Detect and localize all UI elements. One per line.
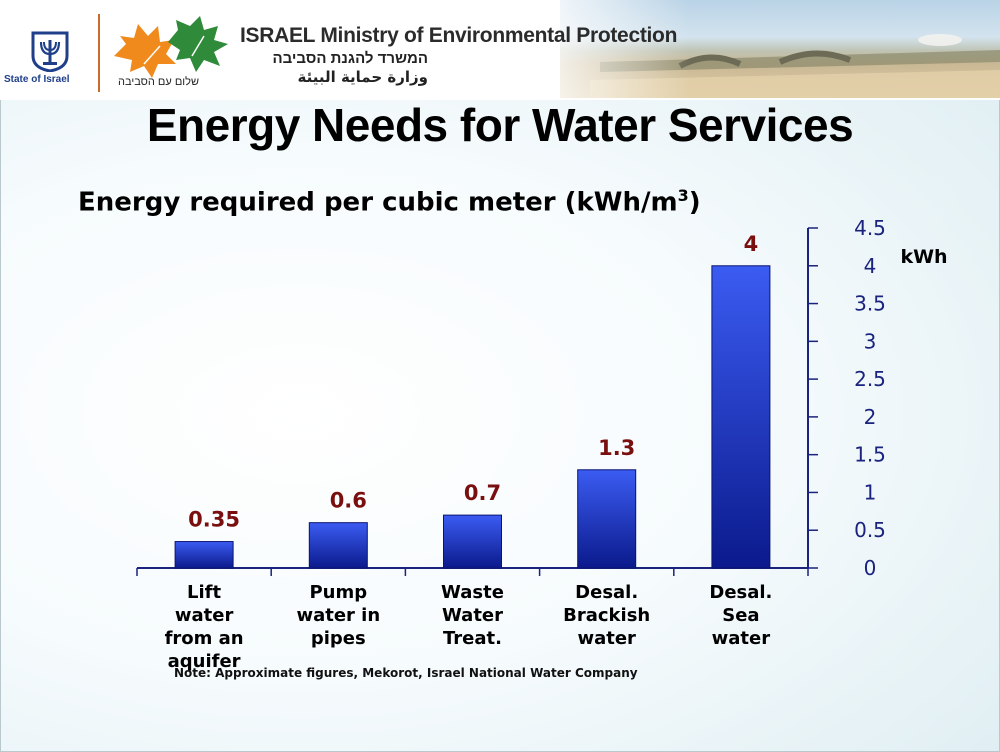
x-category-label-line: from an [165,628,244,649]
y-tick-label: 1.5 [854,443,886,467]
state-of-israel-label: State of Israel [4,74,70,85]
x-category-label-line: Treat. [443,628,502,649]
y-tick-label: 2.5 [854,367,886,391]
ministry-leaf-logo-icon [114,16,228,78]
bar-value-label: 0.6 [330,489,367,513]
x-category-label: Waste Water Treat. [441,582,504,649]
x-category-label-line: Brackish [563,605,650,626]
chart-subtitle-text: Energy required per cubic meter (kWh/m [78,187,678,218]
x-category-label-line: water [712,628,771,649]
bar-value-label: 1.3 [598,436,635,460]
x-category-label-line: aquifer [168,651,241,672]
x-category-label: Desal. Brackish water [563,582,650,649]
chart-subtitle-superscript: 3 [677,186,689,205]
x-category-label-line: water in [296,605,380,626]
x-category-label: Desal. Sea water [709,582,772,649]
x-category-label: Lift water from an aquifer [165,582,244,672]
y-tick-label: 2 [864,405,877,429]
bar-value-label: 0.7 [464,481,501,505]
chart-subtitle-end: ) [688,187,701,218]
header-divider [98,14,100,92]
y-tick-label: 0.5 [854,518,886,542]
x-category-label-line: Water [442,605,503,626]
x-category-label-line: water [175,605,234,626]
israel-emblem-icon [31,31,69,72]
chart-subtitle: Energy required per cubic meter (kWh/m3) [78,186,701,218]
header-banner: State of Israel שלום עם הסביבה ISRAEL Mi… [0,0,1000,100]
y-tick-label: 3 [864,329,877,353]
x-category-label-line: Sea [722,605,759,626]
beach-arch-graphic [590,34,1000,98]
y-tick-label: 4 [864,254,877,278]
slide-title: Energy Needs for Water Services [146,99,854,151]
bar [577,469,637,569]
x-category-label-line: Desal. [575,582,638,603]
x-category-label-line: pipes [311,628,366,649]
bar [308,522,368,569]
ministry-name-arabic: وزارة حماية البيئة [297,68,428,86]
bar-value-label: 0.35 [188,508,240,532]
y-tick-label: 4.5 [854,216,886,240]
x-category-label-line: Pump [309,582,367,603]
x-category-label-line: Waste [441,582,504,603]
y-tick-label: 3.5 [854,292,886,316]
y-tick-label: 0 [864,556,877,580]
ministry-name-english: ISRAEL Ministry of Environmental Protect… [240,24,678,47]
x-category-label-line: water [577,628,636,649]
ministry-name-hebrew: המשרד להגנת הסביבה [272,50,428,67]
y-axis-label: kWh [900,246,947,268]
bar [174,541,234,569]
source-note: Note: Approximate figures, Mekorot, Isra… [174,666,638,680]
x-category-label-line: Desal. [709,582,772,603]
bar [443,514,502,569]
x-category-label: Pump water in pipes [296,582,380,649]
slogan-hebrew: שלום עם הסביבה [118,76,199,88]
bar [711,265,771,569]
y-tick-label: 1 [864,480,877,504]
x-category-label-line: Lift [187,582,221,603]
bar-value-label: 4 [744,232,759,256]
banner-fade [470,0,690,98]
